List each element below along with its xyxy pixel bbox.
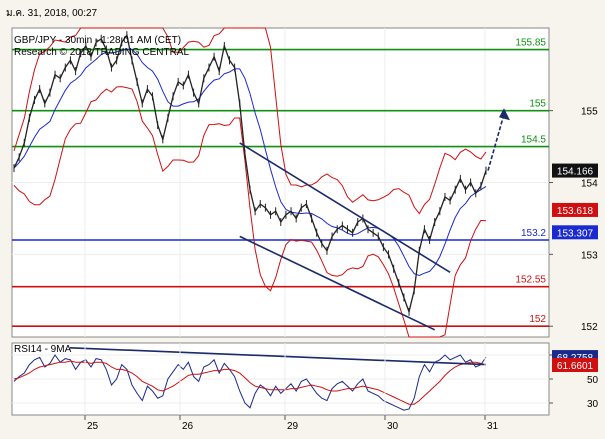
forecast-arrow-head — [499, 108, 510, 121]
y-tick-label: 154 — [581, 179, 598, 190]
bollinger-upper-band — [13, 27, 487, 215]
y-tick-label: 152 — [581, 322, 598, 333]
price-tag-label: 154.166 — [557, 167, 594, 178]
channel-upper-line — [239, 142, 451, 274]
price-tag-box — [552, 202, 598, 217]
x-tick-label: 26 — [182, 421, 194, 432]
level-label: 154.5 — [521, 135, 546, 146]
bollinger-lower-band — [13, 86, 487, 338]
x-tick-label: 29 — [287, 421, 299, 432]
chart-subtitle: Research © 2018 TRADING CENTRAL — [14, 47, 189, 58]
chart-title: GBP/JPY - 30min - 1:28:01 AM (CET) — [14, 35, 181, 46]
price-tag-box — [552, 163, 598, 178]
rsi-tick-label: 30 — [587, 399, 599, 410]
channel-lower-line — [239, 235, 436, 331]
x-tick-label: 25 — [87, 421, 99, 432]
level-label: 152 — [529, 314, 546, 325]
y-tick-label: 153 — [581, 250, 598, 261]
y-tick-label: 155 — [581, 107, 598, 118]
price-tag-label: 153.307 — [557, 228, 594, 239]
price-tag-label: 153.618 — [557, 206, 594, 217]
rsi-title: RSI14 - 9MA — [14, 344, 72, 355]
level-label: 153.2 — [521, 228, 546, 239]
level-label: 155 — [529, 99, 546, 110]
forecast-arrow-line — [487, 114, 505, 171]
rsi-tag-box — [552, 358, 598, 373]
window-title-bar: ม.ค. 31, 2018, 00:27 — [0, 0, 605, 24]
level-label: 155.85 — [515, 38, 546, 49]
x-tick-label: 30 — [387, 421, 399, 432]
moving-average-line — [13, 48, 487, 277]
x-tick-label: 31 — [487, 421, 499, 432]
level-label: 152.55 — [515, 275, 546, 286]
rsi-ma-line — [13, 360, 487, 405]
rsi-tag-label: 61.6601 — [557, 361, 594, 372]
window-datetime: ม.ค. 31, 2018, 00:27 — [6, 8, 98, 19]
price-tag-box — [552, 225, 598, 240]
rsi-tick-label: 50 — [587, 375, 599, 386]
rsi-line — [13, 354, 487, 411]
rsi-trendline — [69, 347, 487, 366]
